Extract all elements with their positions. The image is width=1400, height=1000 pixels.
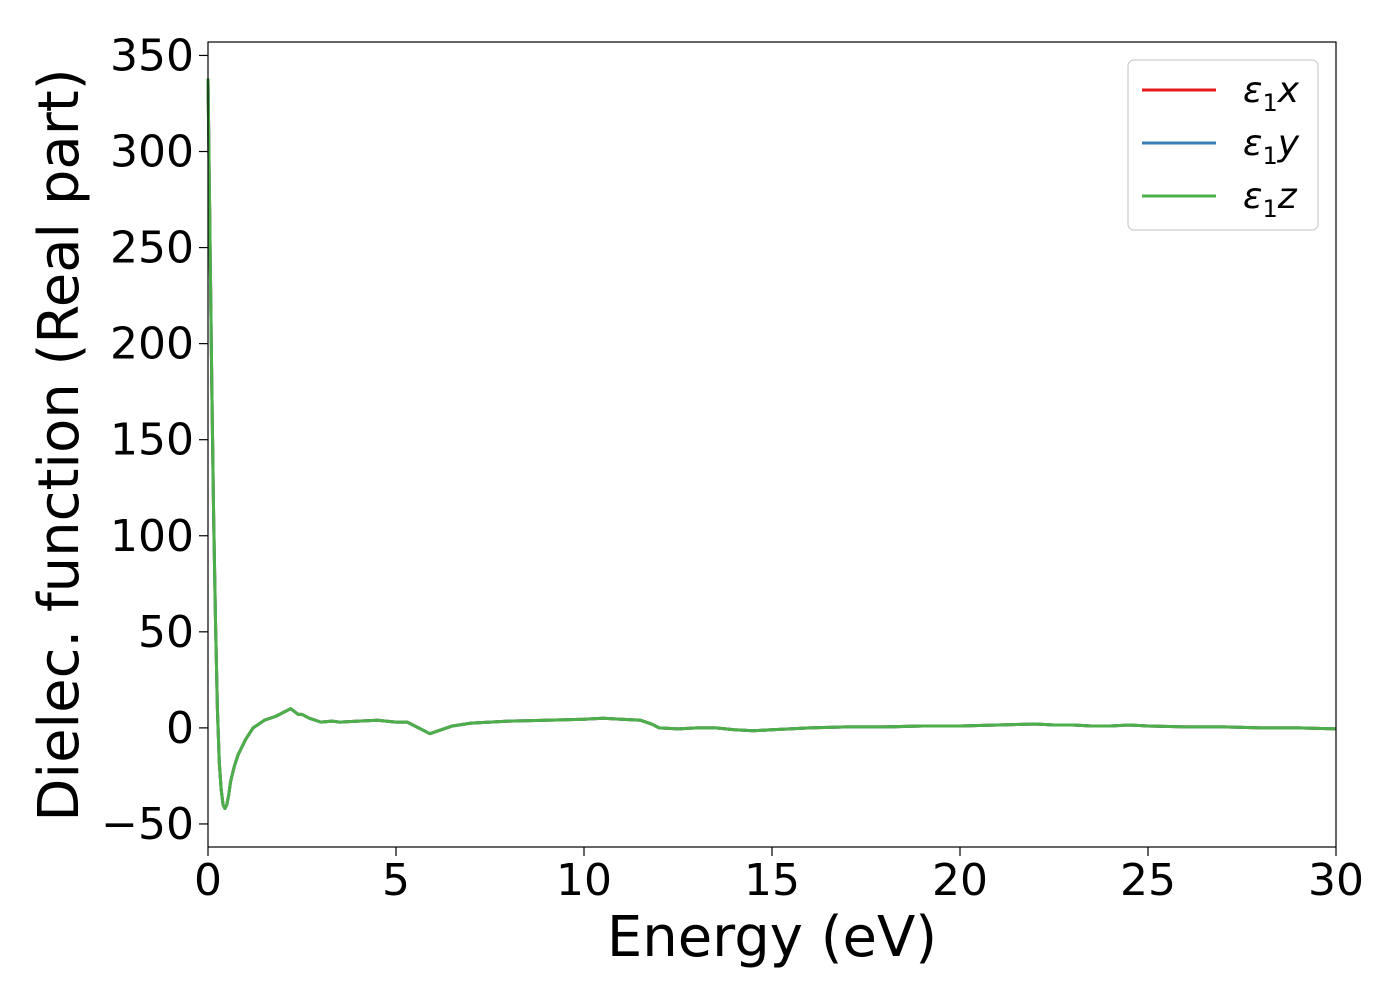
legend-box: [1127, 59, 1319, 231]
y-axis-label: Dielec. function (Real part): [27, 68, 92, 821]
legend-label-x: ε1x: [1243, 70, 1300, 117]
y-tick-label: 50: [138, 607, 194, 658]
x-tick-label: 15: [744, 855, 800, 906]
series-layer: [206, 78, 1337, 811]
legend: ε1x ε1y ε1z: [1127, 59, 1319, 231]
y-tick-label: 300: [110, 127, 194, 178]
y-tick-label: −50: [101, 799, 194, 850]
y-tick-label: 0: [166, 703, 194, 754]
x-tick-label: 25: [1120, 855, 1176, 906]
y-axis-ticks: −50 0 50 100 150 200 250 300 350: [101, 30, 208, 850]
x-tick-label: 30: [1308, 855, 1364, 906]
legend-label-z: ε1z: [1243, 176, 1298, 223]
x-tick-label: 20: [932, 855, 988, 906]
x-tick-label: 5: [382, 855, 410, 906]
x-tick-label: 0: [194, 855, 222, 906]
x-axis-ticks: 0 5 10 15 20 25 30: [194, 847, 1364, 906]
y-tick-label: 100: [110, 511, 194, 562]
series-line-z: [206, 78, 1337, 811]
y-tick-label: 350: [110, 30, 194, 81]
x-axis-label: Energy (eV): [607, 905, 937, 970]
y-tick-label: 200: [110, 319, 194, 370]
y-tick-label: 150: [110, 415, 194, 466]
y-tick-label: 250: [110, 223, 194, 274]
x-tick-label: 10: [556, 855, 612, 906]
legend-label-y: ε1y: [1243, 123, 1300, 170]
